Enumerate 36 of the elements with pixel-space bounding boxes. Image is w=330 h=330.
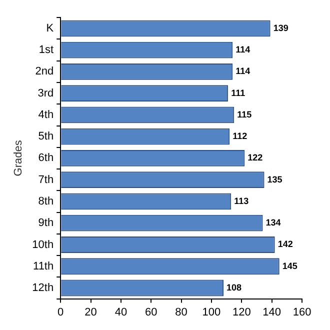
x-tick-label: 0 [58, 306, 64, 318]
y-tick-label: 7th [38, 174, 54, 186]
data-label: 134 [266, 218, 281, 228]
x-tick-label: 80 [175, 306, 188, 318]
y-tick-label: 12th [32, 282, 54, 294]
data-label: 145 [282, 260, 298, 271]
x-tick-label: 60 [145, 306, 158, 318]
y-tick-label: 6th [38, 152, 54, 164]
y-tick-label: K [46, 22, 54, 34]
data-label: 142 [278, 239, 293, 250]
x-tick-label: 100 [202, 306, 221, 318]
y-tick-label: 10th [32, 238, 54, 251]
y-tick-label: 5th [38, 130, 54, 143]
data-label: 112 [232, 131, 248, 142]
y-tick-label: 3rd [38, 87, 54, 100]
data-label: 139 [273, 22, 288, 33]
x-tick-label: 140 [262, 306, 282, 318]
y-tick-label: 9th [38, 217, 54, 230]
data-label: 122 [248, 152, 263, 163]
data-label: 115 [237, 109, 252, 120]
data-label: 135 [267, 174, 282, 184]
x-tick-label: 20 [84, 306, 97, 318]
data-label: 113 [234, 196, 249, 206]
y-tick-label: 2nd [35, 66, 54, 78]
y-tick-label: 1st [38, 44, 54, 56]
data-label: 114 [236, 66, 250, 76]
data-label: 114 [236, 44, 250, 55]
data-label: 108 [226, 282, 242, 292]
x-tick-label: 120 [232, 306, 251, 318]
x-tick-label: 160 [292, 306, 312, 318]
y-tick-label: 11th [33, 260, 54, 272]
y-axis-title: Grades [12, 140, 25, 176]
x-tick-label: 40 [114, 306, 128, 318]
y-tick-label: 8th [38, 195, 54, 208]
data-label: 111 [231, 88, 246, 98]
y-tick-label: 4th [38, 108, 54, 121]
